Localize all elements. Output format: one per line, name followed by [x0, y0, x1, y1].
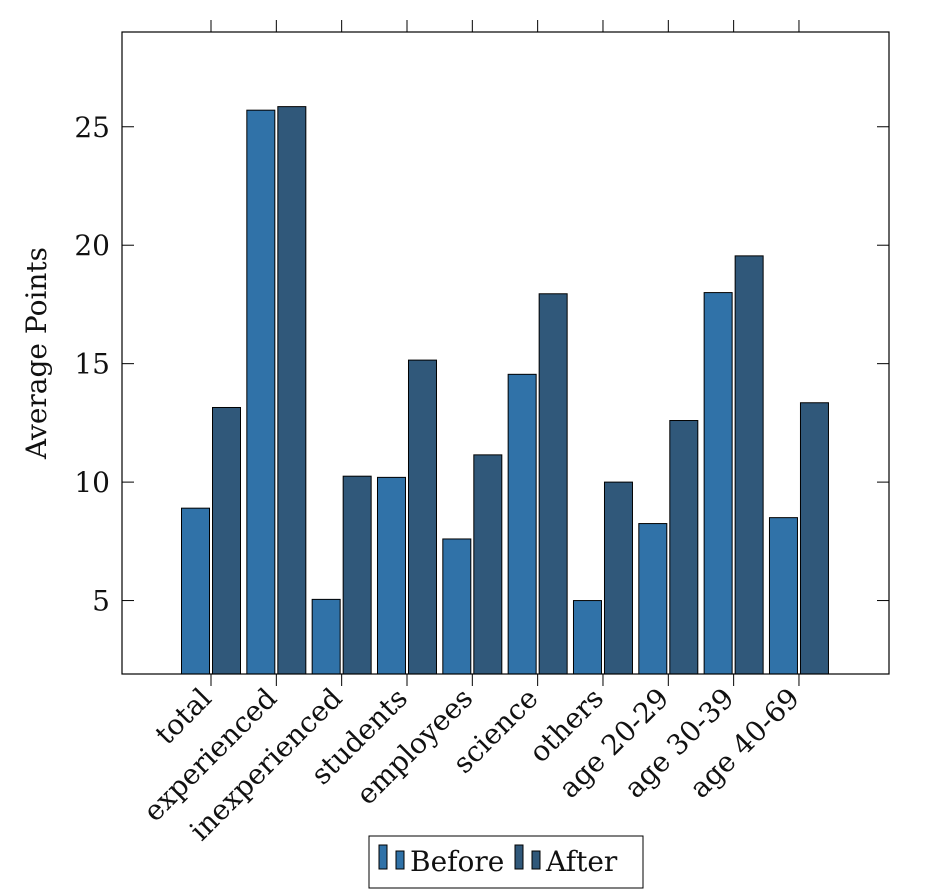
bar-after-total: [212, 406, 241, 675]
bars-group: [181, 106, 829, 675]
legend-swatch-after: [514, 844, 524, 870]
legend-box: [368, 835, 644, 889]
legend-swatch-before: [395, 850, 405, 870]
bar-before-students: [376, 476, 406, 675]
bar-after-employees: [473, 454, 503, 675]
y-tick-label: 25: [74, 111, 110, 144]
bar-after-experienced: [277, 106, 307, 675]
bar-after-science: [538, 293, 568, 675]
bar-before-total: [181, 507, 210, 675]
bar-before-experienced: [246, 109, 276, 675]
y-tick-label: 10: [74, 466, 110, 499]
y-tick-label: 5: [92, 585, 110, 618]
bar-after-age-40-69: [799, 402, 829, 675]
y-ticks-group: 5 10 15 20 25: [74, 111, 889, 618]
legend-label-after: After: [545, 845, 618, 878]
bar-before-science: [507, 373, 537, 675]
bar-before-employees: [442, 538, 472, 675]
legend-swatch-after: [531, 850, 541, 870]
legend-swatch-before: [378, 844, 388, 870]
bar-after-age-30-39: [734, 255, 764, 675]
bar-before-age-40-69: [768, 517, 798, 675]
legend-label-before: Before: [410, 845, 504, 878]
bar-before-age-20-29: [638, 523, 668, 675]
plot-frame: [121, 31, 890, 675]
bar-after-others: [603, 481, 633, 675]
bar-before-inexperienced: [311, 598, 341, 675]
y-tick-label: 15: [74, 348, 110, 381]
y-tick-label: 20: [74, 229, 110, 262]
bar-after-inexperienced: [342, 475, 372, 675]
y-axis-label: Average Points: [20, 247, 53, 460]
bar-after-age-20-29: [669, 420, 699, 675]
legend: Before After: [368, 835, 644, 889]
bar-before-others: [572, 600, 602, 675]
bar-before-age-30-39: [703, 292, 733, 675]
bar-after-students: [407, 359, 437, 675]
